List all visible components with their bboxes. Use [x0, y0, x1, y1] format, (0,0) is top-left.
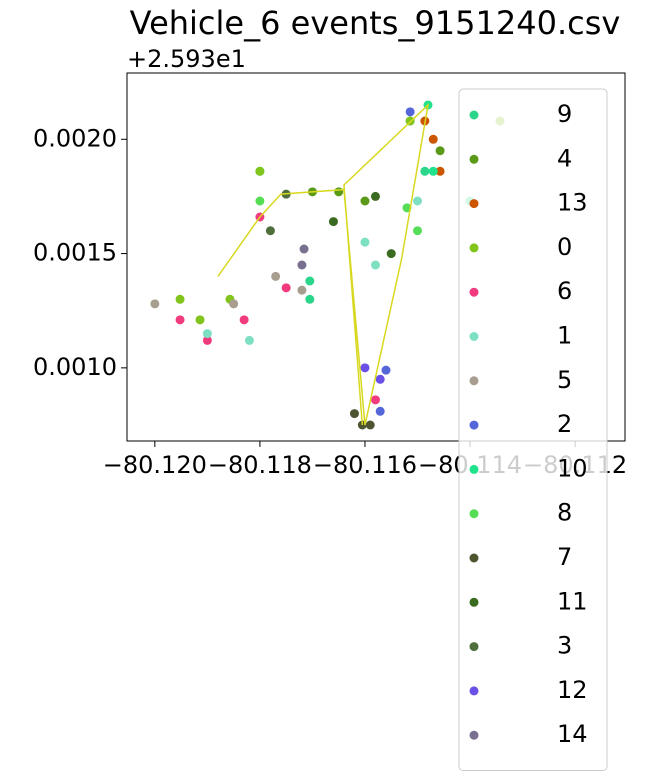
legend-label: 7	[557, 543, 572, 571]
point	[428, 134, 438, 144]
point	[370, 395, 380, 405]
point	[255, 196, 265, 206]
legend-label: 4	[557, 144, 572, 172]
point	[413, 226, 422, 236]
point	[305, 276, 315, 286]
legend-label: 9	[557, 100, 572, 128]
point	[239, 315, 249, 325]
legend-marker	[469, 553, 479, 563]
point	[195, 315, 205, 325]
legend-label: 13	[557, 189, 588, 217]
legend-marker	[469, 287, 479, 297]
legend-marker	[469, 597, 479, 607]
point	[435, 166, 445, 176]
point	[405, 107, 415, 117]
point	[365, 420, 375, 430]
legend-marker	[469, 686, 479, 696]
point	[370, 191, 380, 201]
y-tick-label: 0.0020	[33, 124, 117, 152]
point	[244, 335, 254, 345]
legend-label: 11	[557, 587, 588, 615]
legend-marker	[469, 464, 479, 474]
point	[202, 335, 212, 345]
point	[375, 406, 385, 416]
point	[265, 226, 275, 236]
point	[381, 365, 391, 375]
offset-label: +2.593e1	[127, 45, 246, 73]
point	[150, 299, 160, 309]
point	[349, 409, 359, 419]
legend-label: 0	[557, 233, 572, 261]
point	[360, 196, 370, 206]
point	[202, 329, 212, 339]
point	[255, 166, 265, 176]
legend-label: 3	[557, 632, 572, 660]
point	[428, 166, 438, 176]
plot-frame	[126, 72, 626, 442]
y-tick-label: 0.0010	[33, 353, 117, 381]
point	[360, 237, 370, 247]
legend-marker	[469, 509, 479, 519]
legend-label: 10	[557, 454, 588, 482]
point	[435, 146, 445, 156]
point	[375, 374, 385, 384]
legend-marker	[469, 642, 479, 652]
point	[299, 244, 309, 254]
x-tick-label: −80.118	[208, 451, 312, 479]
point	[370, 260, 380, 270]
point	[360, 363, 370, 373]
legend-label: 14	[557, 720, 588, 748]
legend-label: 5	[557, 366, 572, 394]
legend-box	[458, 88, 608, 771]
point	[281, 283, 291, 293]
legend-marker	[469, 110, 479, 120]
legend-marker	[469, 376, 479, 386]
track-line	[217, 102, 430, 426]
x-tick-label: −80.116	[313, 451, 417, 479]
point	[305, 294, 315, 304]
x-tick-label: −80.120	[103, 451, 207, 479]
point	[175, 294, 185, 304]
point	[334, 187, 344, 197]
legend-label: 12	[557, 676, 588, 704]
legend-label: 2	[557, 410, 572, 438]
legend-marker	[469, 730, 479, 740]
legend-marker	[469, 154, 479, 164]
legend-label: 6	[557, 277, 572, 305]
legend-marker	[469, 332, 479, 341]
legend-marker	[469, 420, 479, 430]
legend-label: 8	[557, 499, 572, 527]
y-tick-label: 0.0015	[33, 239, 117, 267]
point	[328, 217, 338, 227]
legend-label: 1	[557, 322, 572, 350]
legend-marker	[469, 199, 479, 209]
point	[297, 285, 307, 295]
legend-marker	[469, 243, 479, 253]
chart-title: Vehicle_6 events_9151240.csv	[130, 4, 621, 42]
point	[175, 315, 185, 325]
point	[297, 260, 307, 270]
point	[229, 299, 239, 309]
point	[413, 196, 422, 206]
point	[420, 166, 430, 176]
point	[271, 271, 281, 281]
point	[386, 249, 396, 259]
